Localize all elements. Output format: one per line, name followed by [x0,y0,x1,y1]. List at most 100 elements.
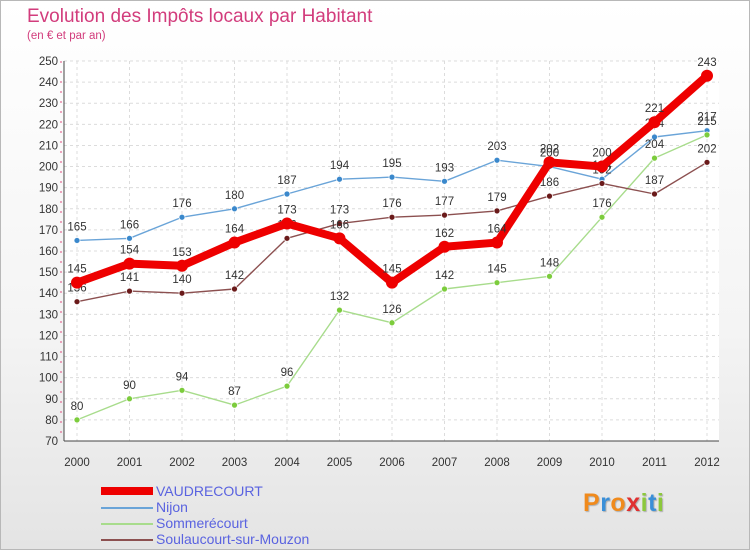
chart-subtitle: (en € et par an) [27,30,106,42]
data-label-vaudrecourt: 243 [697,57,716,69]
data-point-vaudrecourt [596,160,608,173]
x-tick-label: 2007 [432,457,458,469]
y-tick-label: 210 [39,140,58,152]
data-point-nijon [283,190,291,198]
chart-title: Evolution des Impôts locaux par Habitant [27,6,373,27]
data-label-vaudrecourt: 164 [487,224,507,236]
data-label-nijon: 217 [697,112,716,124]
y-tick-label: 180 [39,204,58,216]
legend-label-vaudrecourt: VAUDRECOURT [156,483,263,499]
data-label-nijon: 176 [172,198,191,210]
data-point-sommer-court [388,319,396,327]
data-point-vaudrecourt [123,257,136,270]
x-tick-label: 2008 [484,457,510,469]
y-tick-label: 130 [39,309,58,321]
data-point-soulaucourt-sur-mouzon [388,213,396,221]
y-tick-label: 80 [45,415,58,427]
data-point-sommer-court [231,401,238,409]
data-label-soulaucourt-sur-mouzon: 179 [487,192,506,204]
data-label-soulaucourt-sur-mouzon: 140 [172,274,191,286]
data-label-sommer-court: 90 [123,380,136,392]
logo-letter: i [640,489,649,517]
data-point-sommer-court [651,154,658,162]
data-label-sommer-court: 94 [176,371,189,383]
data-label-nijon: 195 [382,158,401,170]
data-label-nijon: 187 [277,175,296,187]
data-label-vaudrecourt: 145 [67,264,86,276]
data-point-vaudrecourt [701,69,713,82]
x-tick-label: 2009 [537,457,563,469]
data-point-soulaucourt-sur-mouzon [336,220,343,227]
data-label-vaudrecourt: 166 [330,219,349,231]
data-point-soulaucourt-sur-mouzon [73,298,81,306]
data-label-nijon: 165 [67,221,86,233]
data-point-vaudrecourt [386,276,398,289]
data-point-nijon [126,234,133,242]
data-point-vaudrecourt [648,116,661,129]
data-point-soulaucourt-sur-mouzon [598,180,606,187]
data-point-vaudrecourt [176,259,188,272]
data-point-sommer-court [178,386,186,394]
y-tick-label: 190 [39,183,58,195]
y-tick-label: 120 [39,330,58,342]
logo-letter: t [648,489,657,517]
data-point-nijon [388,173,396,181]
data-label-nijon: 194 [330,160,350,172]
data-label-nijon: 203 [487,141,506,153]
data-label-vaudrecourt: 202 [540,143,559,155]
data-point-vaudrecourt [333,232,346,245]
y-tick-label: 90 [45,394,58,406]
data-label-vaudrecourt: 145 [382,264,401,276]
data-point-soulaucourt-sur-mouzon [703,158,711,166]
data-label-sommer-court: 142 [435,270,454,282]
legend-swatch-soulaucourt [101,539,153,541]
x-tick-label: 2003 [222,457,248,469]
data-point-soulaucourt-sur-mouzon [651,190,658,198]
data-point-nijon [493,156,501,164]
proxiti-logo: Proxiti [583,489,664,518]
data-point-sommer-court [598,213,606,221]
y-tick-label: 160 [39,246,58,258]
data-point-sommer-court [283,382,291,390]
y-tick-label: 230 [39,98,58,110]
data-label-vaudrecourt: 154 [120,245,140,257]
x-tick-label: 2006 [379,457,405,469]
y-tick-label: 70 [45,436,58,448]
logo-letter: x [626,489,641,517]
data-point-soulaucourt-sur-mouzon [283,234,291,242]
data-point-sommer-court [73,416,81,424]
data-point-nijon [651,133,658,141]
data-label-soulaucourt-sur-mouzon: 176 [382,198,401,210]
logo-letter: i [656,489,665,517]
x-tick-label: 2010 [589,457,615,469]
data-label-nijon: 180 [225,190,244,202]
data-label-sommer-court: 96 [281,367,294,379]
data-point-sommer-court [703,131,711,139]
y-tick-label: 140 [39,288,58,300]
data-point-sommer-court [493,279,501,287]
data-label-soulaucourt-sur-mouzon: 202 [697,143,716,155]
data-label-vaudrecourt: 164 [225,224,245,236]
data-point-nijon [231,205,238,213]
y-tick-label: 200 [39,162,58,174]
data-point-sommer-court [126,395,133,403]
legend-label-sommerecourt: Sommerécourt [156,515,248,531]
y-tick-label: 110 [40,352,58,364]
legend-label-nijon: Nijon [156,499,188,515]
legend-label-soulaucourt: Soulaucourt-sur-Mouzon [156,531,310,547]
legend-swatch-nijon [101,507,153,509]
data-label-sommer-court: 87 [228,386,241,398]
data-label-soulaucourt-sur-mouzon: 187 [645,175,664,187]
data-point-vaudrecourt [281,217,293,230]
data-label-sommer-court: 145 [487,264,506,276]
data-point-sommer-court [546,272,553,280]
data-label-soulaucourt-sur-mouzon: 177 [435,196,454,208]
data-point-soulaucourt-sur-mouzon [493,207,501,215]
data-label-sommer-court: 148 [540,257,559,269]
y-tick-label: 170 [39,225,58,237]
data-point-nijon [441,177,448,185]
data-label-nijon: 193 [435,162,454,174]
data-label-vaudrecourt: 173 [277,205,296,217]
data-point-soulaucourt-sur-mouzon [178,289,186,297]
